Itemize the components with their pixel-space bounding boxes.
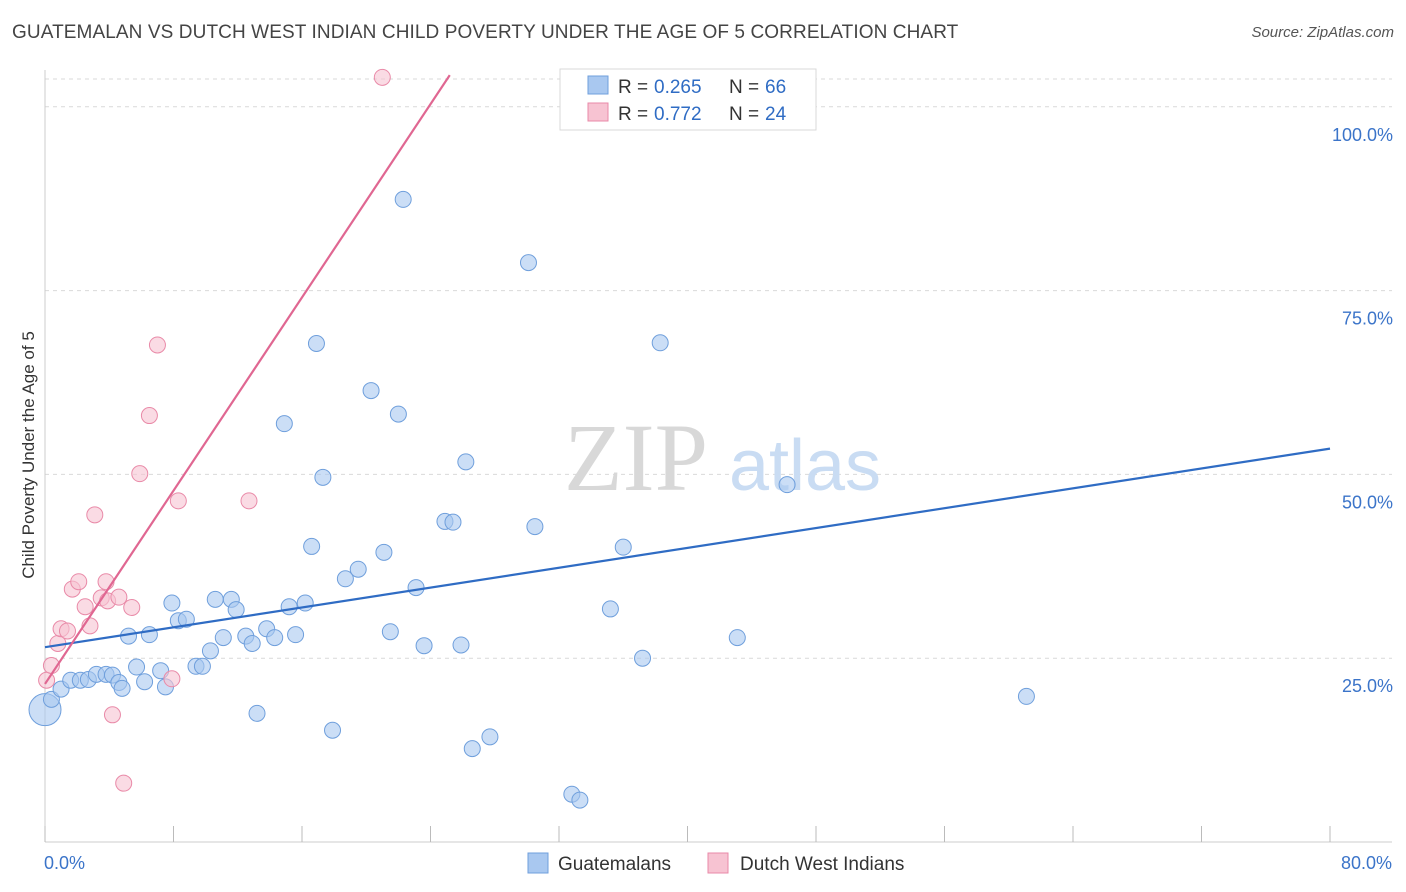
- guatemalan-point: [201, 642, 219, 660]
- y-tick-label-0: 100.0%: [1332, 125, 1393, 145]
- guatemalan-point: [248, 704, 266, 722]
- dutch-west-indian-point: [140, 407, 158, 425]
- y-axis-label: Child Poverty Under the Age of 5: [19, 331, 38, 579]
- stats-n-label: N =: [729, 104, 759, 125]
- y-tick-label-3: 25.0%: [1342, 676, 1393, 696]
- guatemalan-point: [415, 637, 433, 655]
- dutch-west-indian-point: [240, 492, 258, 510]
- guatemalan-point: [113, 679, 131, 697]
- guatemalan-point: [601, 600, 619, 618]
- chart-title: GUATEMALAN VS DUTCH WEST INDIAN CHILD PO…: [12, 22, 959, 43]
- dutch-west-indian-point: [70, 573, 88, 591]
- stats-r-label: R =: [618, 77, 648, 98]
- guatemalan-point: [303, 537, 321, 555]
- dutch-west-indian-point: [373, 68, 391, 86]
- guatemalan-point: [778, 476, 796, 494]
- stats-n-value-blue: 66: [765, 77, 786, 98]
- guatemalan-point: [728, 629, 746, 647]
- guatemalan-point: [651, 334, 669, 352]
- dutch-west-indian-point: [115, 774, 133, 792]
- stats-swatch-blue: [587, 75, 609, 95]
- guatemalan-point: [349, 560, 367, 578]
- stats-r-value-pink: 0.772: [654, 104, 702, 125]
- trend-lines: [44, 74, 1331, 685]
- stats-r-label: R =: [618, 104, 648, 125]
- guatemalan-point: [227, 601, 245, 619]
- guatemalan-point: [381, 623, 399, 641]
- legend-swatch-guatemalans: [527, 852, 549, 874]
- guatemalan-point: [280, 598, 298, 616]
- y-tick-labels: 100.0% 75.0% 50.0% 25.0%: [1332, 125, 1393, 696]
- guatemalan-point: [243, 634, 261, 652]
- guatemalan-point: [526, 518, 544, 536]
- guatemalan-point: [1017, 687, 1035, 705]
- dutch-west-indian-point: [169, 492, 187, 510]
- guatemalan-point: [463, 740, 481, 758]
- watermark-atlas: atlas: [729, 426, 881, 506]
- y-tick-label-1: 75.0%: [1342, 309, 1393, 329]
- guatemalan-point: [457, 453, 475, 471]
- dutch-west-indian-point: [131, 465, 149, 483]
- guatemalan-point: [128, 658, 146, 676]
- x-tick-label-max: 80.0%: [1341, 853, 1392, 873]
- guatemalan-point: [193, 657, 211, 675]
- guatemalan-point: [314, 468, 332, 486]
- dutch-west-indian-point: [123, 598, 141, 616]
- dutch-west-indian-point: [86, 506, 104, 524]
- stats-box: R = 0.265 N = 66 R = 0.772 N = 24: [559, 68, 817, 131]
- guatemalan-point: [444, 513, 462, 531]
- x-tick-label-min: 0.0%: [44, 853, 85, 873]
- guatemalan-point: [362, 382, 380, 400]
- data-points: [28, 68, 1035, 809]
- guatemalan-trend-line: [44, 447, 1331, 649]
- guatemalan-point: [614, 538, 632, 556]
- legend-label-dutch-west-indians: Dutch West Indians: [740, 854, 904, 875]
- legend-swatch-dutch-west-indians: [707, 852, 729, 874]
- stats-r-value-blue: 0.265: [654, 77, 702, 98]
- guatemalan-point: [571, 791, 589, 809]
- guatemalan-point: [275, 415, 293, 433]
- guatemalan-point: [389, 405, 407, 423]
- dutch-west-indian-point: [163, 670, 181, 688]
- dutch-west-indian-point: [110, 588, 128, 606]
- guatemalan-point: [407, 579, 425, 597]
- guatemalan-point: [177, 610, 195, 628]
- guatemalan-point: [375, 543, 393, 561]
- guatemalan-point: [287, 626, 305, 644]
- dutch-west-indian-trend-line: [44, 74, 451, 685]
- axes: [44, 70, 1392, 843]
- guatemalan-point: [634, 649, 652, 667]
- guatemalan-point: [206, 590, 224, 608]
- guatemalan-point: [266, 629, 284, 647]
- source-credit: Source: ZipAtlas.com: [1251, 24, 1394, 41]
- dutch-west-indian-point: [76, 598, 94, 616]
- guatemalan-point: [214, 629, 232, 647]
- legend-label-guatemalans: Guatemalans: [558, 854, 671, 875]
- dutch-west-indian-point: [148, 336, 166, 354]
- guatemalan-point: [324, 721, 342, 739]
- stats-swatch-pink: [587, 102, 609, 122]
- guatemalan-point: [136, 673, 154, 691]
- guatemalan-point: [452, 636, 470, 654]
- stats-n-value-pink: 24: [765, 104, 787, 125]
- y-tick-label-2: 50.0%: [1342, 492, 1393, 512]
- stats-n-label: N =: [729, 77, 759, 98]
- guatemalan-point: [336, 570, 354, 588]
- guatemalan-point: [394, 190, 412, 208]
- guatemalan-point: [519, 254, 537, 272]
- grid-lines: [45, 78, 1392, 659]
- dutch-west-indian-point: [103, 706, 121, 724]
- dutch-west-indian-point: [58, 622, 76, 640]
- watermark-zip: ZIP: [564, 404, 708, 511]
- guatemalan-point: [481, 728, 499, 746]
- legend: Guatemalans Dutch West Indians: [527, 852, 904, 875]
- guatemalan-point: [307, 335, 325, 353]
- guatemalan-point: [163, 594, 181, 612]
